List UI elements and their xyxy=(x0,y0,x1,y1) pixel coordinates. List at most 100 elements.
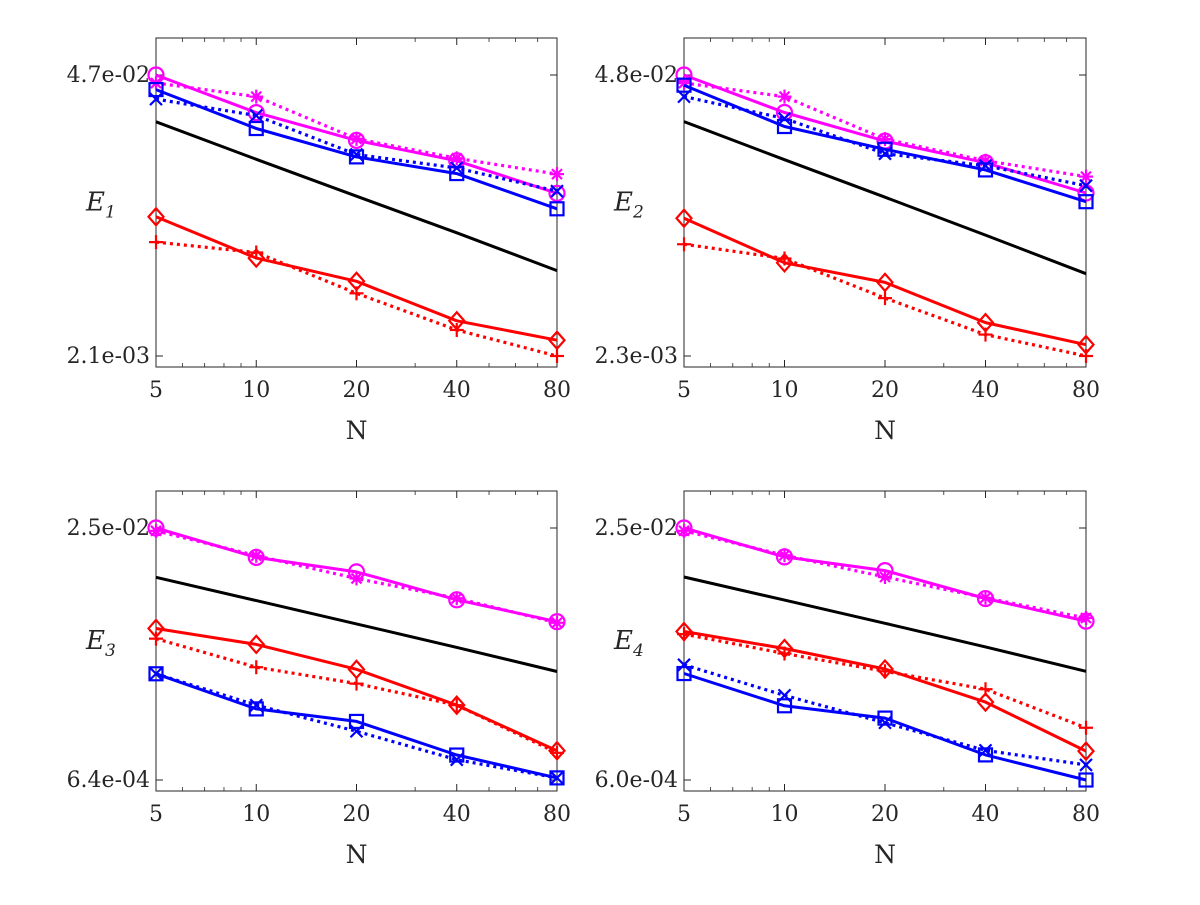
marker-asterisk xyxy=(1079,610,1093,625)
marker-asterisk xyxy=(677,523,691,538)
marker-plus xyxy=(249,660,264,675)
x-minor-ticks xyxy=(181,38,539,367)
y-axis-label-main: E xyxy=(613,188,633,218)
y-tick-label: 2.3e-03 xyxy=(595,344,678,369)
y-tick-label: 4.7e-02 xyxy=(67,63,150,88)
marker-asterisk xyxy=(449,151,464,166)
series-line-blue-solid xyxy=(683,672,1087,782)
subplot-2: 5 10 20 40 80 4.8e-02 2.3e-03 N E2 xyxy=(595,37,1100,445)
marker-asterisk xyxy=(878,570,892,585)
x-axis-label: N xyxy=(346,840,368,869)
y-tick-label: 6.0e-04 xyxy=(595,768,678,793)
series-line-blue-solid xyxy=(155,88,558,211)
marker-x xyxy=(449,752,464,767)
series-blue-solid xyxy=(148,81,565,217)
y-axis-label-main: E xyxy=(85,188,105,218)
marker-asterisk xyxy=(349,131,364,146)
series-line-blue-dotted xyxy=(683,663,1087,767)
marker-square xyxy=(1078,194,1094,210)
marker-asterisk xyxy=(249,548,264,563)
series-line-blue-dotted xyxy=(155,672,558,780)
y-tick-label: 4.8e-02 xyxy=(595,63,678,88)
series-blue-dotted xyxy=(677,89,1093,193)
series-line-blue-solid xyxy=(155,672,558,780)
y-axis-label: E1 xyxy=(85,188,116,223)
x-tick-label: 20 xyxy=(343,378,371,403)
series-line-reference xyxy=(683,120,1087,276)
marker-square xyxy=(676,77,692,93)
series-line-reference xyxy=(155,575,558,673)
series-red-dotted xyxy=(149,631,564,760)
marker-x xyxy=(449,161,464,175)
series-reference xyxy=(683,575,1087,673)
series-blue-solid xyxy=(148,666,565,786)
x-axis-label: N xyxy=(874,840,896,869)
series-blue-dotted xyxy=(677,658,1093,772)
series-line-blue-dotted xyxy=(683,95,1087,188)
series-blue-solid xyxy=(676,665,1094,788)
marker-x xyxy=(777,111,792,126)
series-reference xyxy=(683,120,1087,276)
marker-diamond xyxy=(876,272,894,293)
marker-square xyxy=(776,698,793,714)
marker-plus xyxy=(550,745,564,760)
marker-x xyxy=(349,724,364,739)
marker-x xyxy=(1079,178,1093,193)
marker-plus xyxy=(249,245,264,260)
marker-plus xyxy=(777,646,792,661)
marker-plus xyxy=(677,237,691,252)
series-line-red-dotted xyxy=(155,240,558,358)
marker-square xyxy=(348,713,365,730)
y-axis-label: E2 xyxy=(613,188,644,223)
marker-plus xyxy=(449,322,464,337)
y-axis-label-main: E xyxy=(613,626,633,656)
marker-diamond xyxy=(147,206,165,227)
marker-square xyxy=(877,141,893,157)
series-red-dotted xyxy=(677,237,1093,363)
x-minor-ticks xyxy=(710,491,1068,791)
subplot-4: 5 10 20 40 80 2.5e-02 6.0e-04 N E4 xyxy=(595,490,1100,869)
x-tick-label: 10 xyxy=(242,378,270,403)
marker-plus xyxy=(449,698,464,713)
series-magenta-dotted xyxy=(149,523,564,630)
y-axis-label-main: E xyxy=(85,626,105,656)
marker-x xyxy=(1079,758,1093,772)
marker-plus xyxy=(349,286,364,301)
marker-plus xyxy=(349,676,364,691)
marker-plus xyxy=(550,349,564,363)
marker-plus xyxy=(777,251,792,266)
y-axis-label-subscript: 2 xyxy=(632,203,644,223)
y-axis-label-subscript: 4 xyxy=(632,641,644,661)
series-line-blue-solid xyxy=(683,83,1087,204)
y-tick-label: 2.1e-03 xyxy=(67,344,150,369)
series-line-red-solid xyxy=(155,215,558,342)
series-line-red-solid xyxy=(683,216,1087,347)
marker-diamond xyxy=(247,634,266,655)
x-tick-label: 10 xyxy=(771,802,799,827)
marker-asterisk xyxy=(777,89,792,104)
marker-plus xyxy=(1079,349,1093,363)
x-axis-label: N xyxy=(346,416,368,445)
x-tick-label: 5 xyxy=(677,802,691,827)
marker-x xyxy=(349,147,364,162)
marker-x xyxy=(677,658,691,672)
series-blue-dotted xyxy=(149,667,564,785)
x-tick-label: 5 xyxy=(149,378,163,403)
y-axis-label: E4 xyxy=(613,626,644,661)
x-axis-label: N xyxy=(874,416,896,445)
marker-x xyxy=(978,743,993,758)
series-blue-solid xyxy=(676,77,1094,210)
marker-diamond xyxy=(447,695,466,716)
y-axis-label-subscript: 1 xyxy=(105,203,116,223)
marker-x xyxy=(550,184,564,198)
marker-square xyxy=(248,701,264,717)
marker-x xyxy=(777,688,792,703)
series-reference xyxy=(155,575,558,673)
x-tick-label: 10 xyxy=(771,378,799,403)
marker-square xyxy=(449,747,465,763)
marker-asterisk xyxy=(550,615,564,630)
series-line-reference xyxy=(683,575,1087,673)
marker-square xyxy=(1078,772,1094,788)
